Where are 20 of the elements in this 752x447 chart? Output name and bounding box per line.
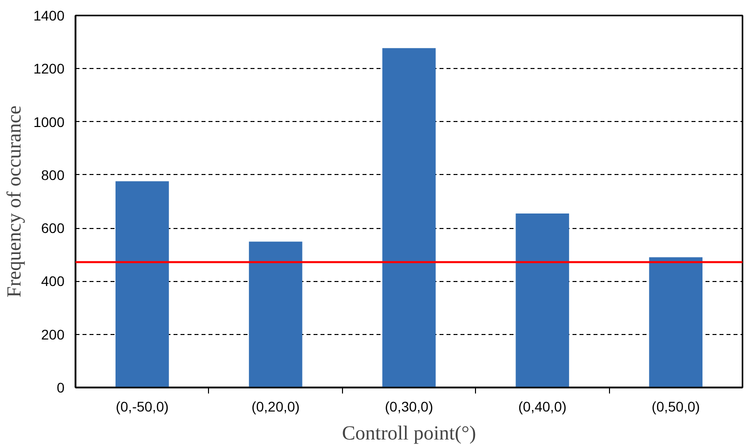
bar	[649, 257, 702, 388]
x-axis-title: Controll point(°)	[342, 422, 476, 444]
x-tick-label: (0,30,0)	[384, 398, 434, 414]
x-tick-label: (0,40,0)	[518, 398, 567, 414]
y-tick-label: 200	[41, 326, 65, 342]
y-tick-label: 1400	[33, 8, 65, 24]
bar	[116, 181, 169, 388]
x-tick-label: (0,20,0)	[251, 398, 300, 414]
y-tick-label: 600	[41, 220, 65, 236]
y-tick-label: 1000	[33, 114, 65, 130]
bar	[516, 213, 570, 388]
y-tick-label: 0	[56, 380, 65, 396]
bar	[248, 242, 302, 388]
x-tick-label: (0,50,0)	[652, 398, 700, 414]
y-tick-label: 1200	[33, 60, 65, 77]
x-tick-label: (0,-50,0)	[116, 398, 169, 414]
y-tick-label: 400	[41, 273, 65, 290]
y-tick-label: 800	[41, 166, 65, 183]
y-axis-title: Frequency of occurance	[3, 105, 26, 298]
bar	[382, 48, 436, 388]
